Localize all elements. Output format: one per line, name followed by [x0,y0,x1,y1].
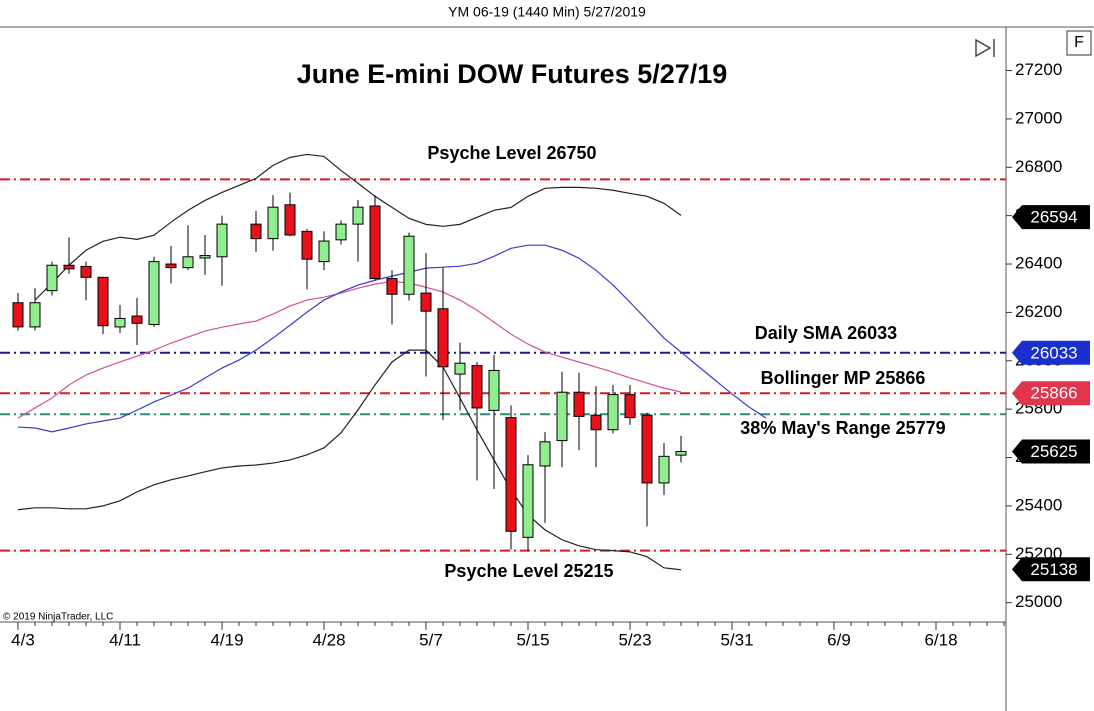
indicator-line [17,280,682,419]
y-tick-label: 26800 [1015,157,1062,176]
x-tick-label: 5/31 [720,630,753,649]
level-label: Daily SMA 26033 [755,323,897,343]
candle-body [301,230,313,260]
candle-body [454,362,466,375]
candle-body [624,394,636,419]
price-tag [1012,439,1090,464]
scroll-arrow[interactable] [975,38,992,58]
candle-body [12,302,24,328]
x-tick-label: 6/18 [924,630,957,649]
level-label: Psyche Level 26750 [427,143,596,163]
candle-body [165,263,177,269]
scroll-end-icon[interactable] [975,38,995,58]
candle-body [590,414,602,431]
candle-body [80,265,92,278]
candle-body [114,317,126,328]
price-tag [1012,205,1090,230]
candle-body [420,292,432,312]
corner-box[interactable] [1066,30,1092,56]
chart-header: YM 06-19 (1440 Min) 5/27/2019 [448,4,646,20]
x-tick-label: 5/23 [618,630,651,649]
x-tick-label: 5/7 [419,630,443,649]
x-tick-label: 4/28 [312,630,345,649]
price-tag-label: 25138 [1030,560,1077,579]
y-tick-label: 27200 [1015,60,1062,79]
indicator-line [34,153,682,301]
copyright: © 2019 NinjaTrader, LLC [3,612,113,623]
y-tick-label: 26400 [1015,254,1062,273]
price-tag-label: 25866 [1030,384,1077,403]
level-label: 38% May's Range 25779 [740,418,945,438]
price-tag [1012,557,1090,582]
price-tag-label: 26033 [1030,343,1077,362]
y-tick-label: 25000 [1015,592,1062,611]
candle-body [250,223,262,240]
candle-body [63,264,75,270]
x-tick-label: 6/9 [827,630,851,649]
candle-body [352,206,364,225]
candle-body [369,205,381,280]
candle-body [199,255,211,259]
x-tick-label: 4/19 [210,630,243,649]
candle-body [318,240,330,263]
candle-body [131,315,143,324]
candle-body [284,204,296,236]
candle-body [148,261,160,326]
x-tick-label: 4/3 [11,630,35,649]
candle-body [267,206,279,240]
candle-body [539,441,551,467]
candle-body [437,308,449,368]
candle-body [97,276,109,327]
candle-body [607,394,619,431]
candle-body [641,414,653,484]
candle-body [403,235,415,295]
y-tick-label: 25400 [1015,495,1062,514]
candle-body [505,417,517,532]
candle-body [573,391,585,417]
candle-body [556,391,568,442]
candle-body [46,264,58,292]
candle-body [675,450,687,456]
price-tag-label: 25625 [1030,442,1077,461]
candle-body [216,223,228,258]
chart-title: June E-mini DOW Futures 5/27/19 [297,59,728,89]
x-tick-label: 4/11 [109,630,141,649]
y-tick-label: 26200 [1015,302,1062,321]
level-label: Psyche Level 25215 [444,561,613,581]
candle-body [471,365,483,409]
candle-body [488,369,500,411]
corner-label[interactable]: F [1074,34,1084,51]
y-tick-label: 27000 [1015,108,1062,127]
candle-body [522,464,534,538]
candle-body [658,455,670,484]
price-tag [1012,340,1090,365]
candle-body [29,302,41,328]
level-label: Bollinger MP 25866 [761,368,926,388]
candle-body [182,256,194,269]
price-tag-label: 26594 [1030,208,1077,227]
x-tick-label: 5/15 [516,630,549,649]
indicator-line [17,349,682,571]
candle-body [386,278,398,295]
candle-body [335,223,347,241]
price-tag [1012,381,1090,406]
